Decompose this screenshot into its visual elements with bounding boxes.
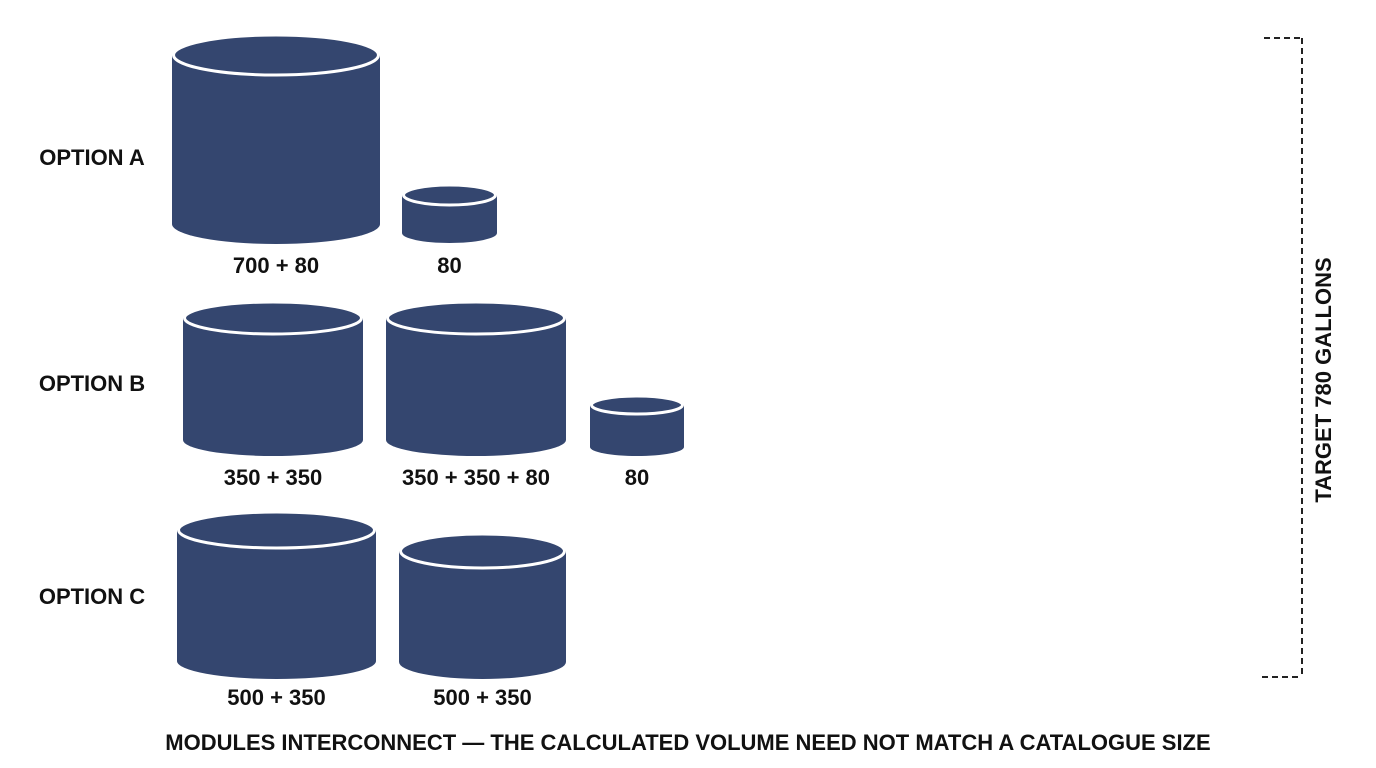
tank-top bbox=[590, 394, 684, 416]
tank bbox=[386, 300, 566, 456]
tank-body bbox=[402, 195, 497, 244]
tank-body bbox=[399, 551, 566, 679]
tank-body bbox=[172, 55, 380, 244]
tank-top bbox=[399, 532, 566, 570]
tank-label: 80 bbox=[437, 253, 461, 278]
tank bbox=[183, 300, 363, 456]
tank-label: 80 bbox=[625, 465, 649, 490]
tank-top bbox=[386, 300, 566, 336]
option-label: OPTION A bbox=[39, 145, 145, 170]
tank bbox=[172, 33, 380, 244]
tank-body bbox=[386, 318, 566, 456]
tank bbox=[402, 183, 497, 244]
tank-top bbox=[183, 300, 363, 336]
tank-top bbox=[172, 33, 380, 77]
tank bbox=[399, 532, 566, 679]
tank-body bbox=[177, 530, 376, 679]
tank-top bbox=[402, 183, 497, 207]
tank-label: 350 + 350 bbox=[224, 465, 322, 490]
tank-label: 500 + 350 bbox=[433, 685, 531, 710]
tank bbox=[590, 394, 684, 456]
tank-label: 500 + 350 bbox=[227, 685, 325, 710]
target-label: TARGET 780 GALLONS bbox=[1311, 257, 1336, 502]
footer-note: MODULES INTERCONNECT — THE CALCULATED VO… bbox=[165, 730, 1210, 755]
option-label: OPTION C bbox=[39, 584, 145, 609]
tank-body bbox=[183, 318, 363, 456]
target-bracket bbox=[1262, 37, 1303, 678]
tank-label: 350 + 350 + 80 bbox=[402, 465, 550, 490]
tank-top bbox=[177, 510, 376, 550]
tank-body bbox=[590, 405, 684, 456]
tank bbox=[177, 510, 376, 679]
option-label: OPTION B bbox=[39, 371, 145, 396]
tank-label: 700 + 80 bbox=[233, 253, 319, 278]
